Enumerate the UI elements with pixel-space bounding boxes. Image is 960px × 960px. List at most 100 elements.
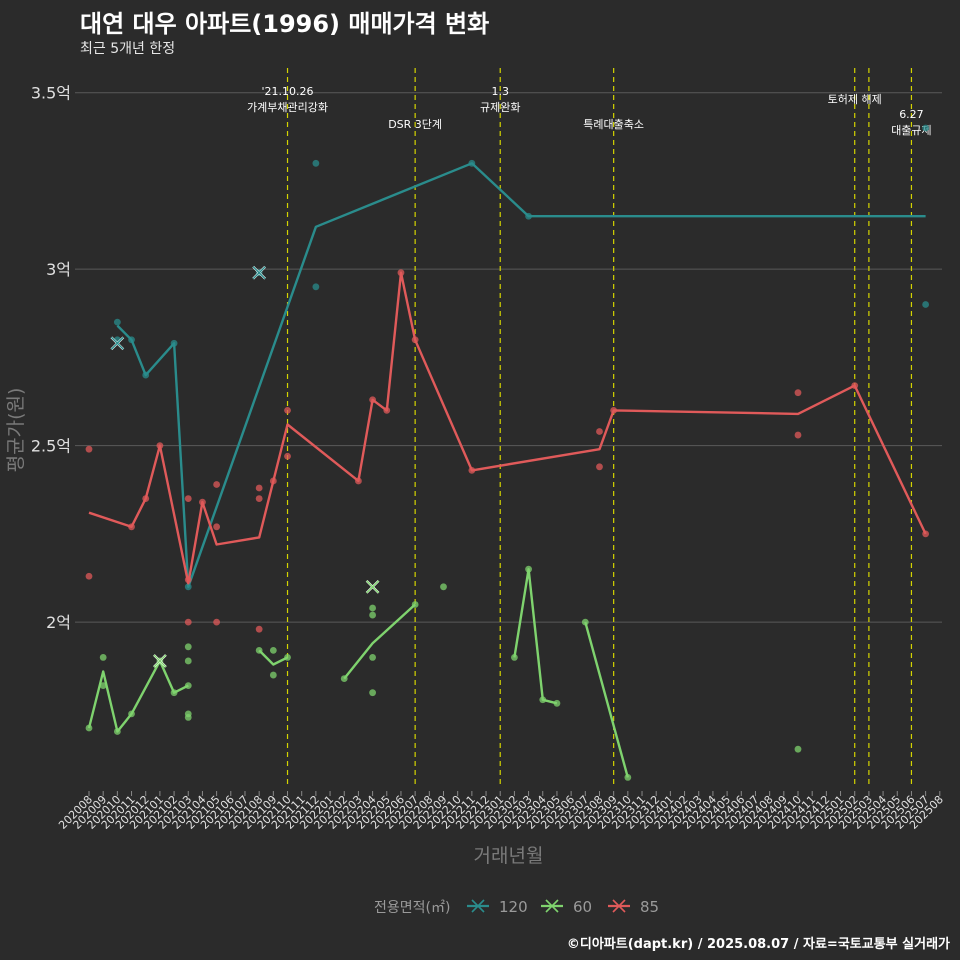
data-point-85: [794, 389, 802, 397]
data-point-85: [269, 477, 277, 485]
data-point-60: [255, 646, 263, 654]
data-point-85: [383, 406, 391, 414]
data-point-60: [624, 774, 632, 781]
data-point-60: [99, 654, 107, 661]
data-point-60: [553, 699, 561, 707]
legend-label-60: 60: [573, 898, 592, 916]
data-point-60: [794, 745, 802, 753]
series-line-60: [584, 621, 629, 778]
data-point-60: [85, 724, 93, 732]
series-line-60: [343, 603, 416, 680]
data-point-120: [128, 336, 135, 344]
data-point-60: [128, 710, 135, 718]
data-point-85: [184, 495, 192, 502]
source-caption: ©디아파트(dapt.kr) / 2025.08.07 / 자료=국토교통부 실…: [566, 937, 950, 952]
data-point-85: [255, 495, 263, 502]
event-label: 규제완화: [480, 101, 520, 114]
data-point-85: [128, 523, 135, 531]
data-point-85: [156, 442, 164, 450]
data-point-85: [284, 406, 291, 414]
data-point-85: [284, 452, 291, 460]
data-point-85: [411, 336, 419, 344]
data-point-85: [397, 269, 405, 277]
y-tick-label: 2억: [46, 613, 71, 632]
event-label: 특례대출축소: [583, 118, 644, 131]
series-120: [110, 124, 930, 591]
data-point-85: [794, 431, 802, 439]
series-85: [85, 269, 930, 633]
cross-marker-60: [153, 654, 167, 668]
data-point-85: [468, 466, 476, 474]
data-point-85: [255, 625, 263, 633]
event-label: 토허제 해제: [828, 92, 882, 106]
series-line-60: [258, 649, 289, 666]
series-line-120: [116, 162, 926, 588]
data-point-85: [142, 495, 150, 502]
y-tick-label: 3억: [46, 260, 71, 279]
event-label: 대출규제: [891, 124, 931, 137]
data-point-85: [184, 618, 192, 626]
data-point-85: [213, 523, 221, 531]
event-label: '21.10.26: [262, 85, 314, 98]
legend-marker-60: [545, 899, 559, 913]
data-point-85: [596, 428, 603, 435]
data-point-120: [142, 371, 150, 379]
data-point-85: [596, 463, 603, 471]
data-point-60: [170, 689, 178, 697]
data-point-60: [411, 601, 419, 608]
data-point-60: [369, 689, 376, 697]
legend-label-85: 85: [640, 898, 659, 916]
data-point-85: [255, 484, 263, 492]
data-point-60: [184, 682, 192, 690]
data-point-85: [369, 396, 376, 404]
cross-marker-120: [110, 336, 124, 350]
data-point-120: [312, 159, 320, 167]
data-point-60: [113, 728, 121, 735]
y-tick-label: 3.5억: [31, 84, 71, 103]
data-point-60: [99, 682, 107, 690]
series-60: [85, 565, 802, 781]
series-line-60: [513, 568, 558, 705]
event-label: DSR 3단계: [388, 118, 442, 131]
data-point-85: [199, 498, 206, 506]
legend: 전용면적(㎡) 120 60 85: [374, 898, 659, 916]
cross-marker-120: [252, 266, 266, 280]
data-point-85: [85, 445, 93, 453]
legend-title: 전용면적(㎡): [374, 900, 450, 916]
data-point-60: [184, 714, 192, 721]
data-point-60: [184, 643, 192, 651]
series-line-60: [87, 659, 189, 733]
data-point-85: [213, 618, 221, 626]
y-tick-label: 2.5억: [31, 437, 71, 456]
data-point-60: [284, 654, 291, 661]
data-point-60: [369, 611, 376, 619]
data-point-60: [525, 565, 532, 573]
legend-marker-85: [612, 899, 626, 913]
data-point-60: [539, 696, 547, 704]
data-point-120: [922, 301, 930, 308]
data-point-60: [269, 671, 277, 679]
cross-marker-60: [366, 580, 380, 594]
data-point-60: [184, 657, 192, 665]
data-point-120: [468, 159, 476, 167]
data-point-60: [369, 604, 376, 612]
chart-subtitle: 최근 5개년 한정: [80, 41, 176, 57]
data-point-60: [340, 675, 348, 682]
data-point-120: [113, 318, 121, 326]
event-label: 6.27: [899, 108, 924, 121]
data-point-85: [851, 382, 859, 390]
data-point-85: [355, 477, 362, 485]
legend-marker-120: [471, 899, 485, 913]
data-point-85: [213, 481, 221, 488]
event-label: 1.3: [491, 85, 509, 98]
series-line-85: [88, 271, 927, 585]
data-point-120: [170, 339, 178, 347]
data-point-120: [184, 583, 192, 591]
data-point-120: [312, 283, 320, 291]
chart-title: 대연 대우 아파트(1996) 매매가격 변화: [80, 10, 490, 38]
data-point-85: [85, 572, 93, 580]
event-label: 가계부채관리강화: [247, 101, 328, 114]
data-point-60: [581, 618, 589, 626]
data-point-120: [922, 124, 930, 132]
